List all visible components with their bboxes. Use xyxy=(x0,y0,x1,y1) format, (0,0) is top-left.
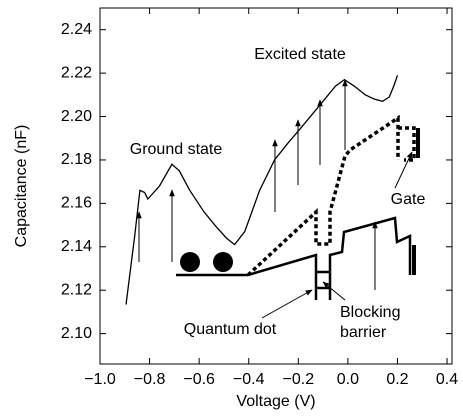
annotation: Excited state xyxy=(254,46,346,63)
x-axis-label: Voltage (V) xyxy=(236,393,315,410)
gate-band xyxy=(246,114,416,277)
x-tick-label: −0.8 xyxy=(134,371,166,388)
annotation: barrier xyxy=(340,324,387,341)
x-tick-label: −1.0 xyxy=(84,371,116,388)
band-edge xyxy=(176,216,412,300)
data-line xyxy=(125,75,399,305)
y-tick-label: 2.14 xyxy=(61,238,92,255)
plot-frame xyxy=(99,7,453,365)
x-tick-label: 0.2 xyxy=(386,371,408,388)
y-tick-label: 2.18 xyxy=(61,151,92,168)
electron xyxy=(180,252,200,272)
pointer xyxy=(394,151,413,189)
annotation: Quantum dot xyxy=(184,321,277,338)
x-tick-label: −0.4 xyxy=(233,371,265,388)
y-tick-label: 2.24 xyxy=(61,21,92,38)
y-tick-label: 2.22 xyxy=(61,64,92,81)
y-axis-label: Capacitance (nF) xyxy=(13,125,30,248)
x-tick-label: −0.2 xyxy=(283,371,315,388)
pointer xyxy=(261,289,313,319)
y-tick-label: 2.12 xyxy=(61,281,92,298)
electron xyxy=(213,252,233,272)
y-tick-label: 2.20 xyxy=(61,108,92,125)
annotation: Blocking xyxy=(340,304,400,321)
pointer xyxy=(322,281,346,301)
y-tick-label: 2.16 xyxy=(61,195,92,212)
x-tick-label: 0.0 xyxy=(337,371,359,388)
x-tick-label: −0.6 xyxy=(183,371,215,388)
annotations: Excited state Ground state Gate Quantum … xyxy=(130,46,426,341)
y-tick-label: 2.10 xyxy=(61,325,92,342)
annotation: Gate xyxy=(391,191,426,208)
x-tick-label: 0.4 xyxy=(436,371,458,388)
annotation: Ground state xyxy=(130,141,223,158)
